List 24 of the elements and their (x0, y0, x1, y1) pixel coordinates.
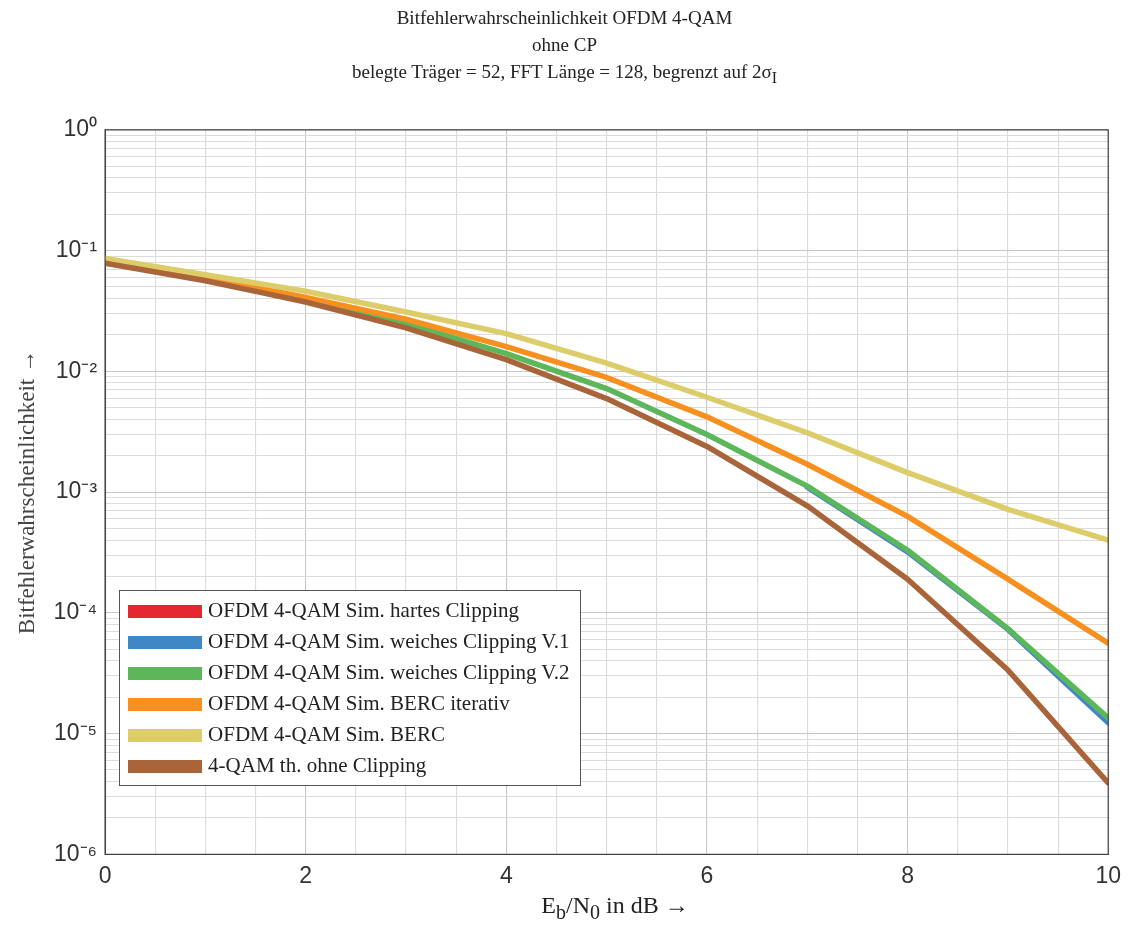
legend-label: OFDM 4-QAM Sim. weiches Clipping V.2 (208, 660, 570, 685)
y-tick-label: 10⁰ (63, 115, 98, 142)
x-tick-label: 6 (700, 861, 714, 888)
y-tick-label: 10⁻⁴ (53, 598, 98, 625)
y-tick-label: 10⁻¹ (55, 235, 98, 262)
y-tick-label: 10⁻³ (55, 477, 98, 504)
y-axis-title: Bitfehlerwahrscheinlichkeit → (13, 349, 39, 635)
legend-label: OFDM 4-QAM Sim. weiches Clipping V.1 (208, 629, 570, 654)
y-tick-label: 10⁻⁵ (53, 718, 98, 745)
chart-subtitle: ohne CP (531, 33, 598, 57)
x-tick-label: 10 (1095, 861, 1122, 888)
text: belegte Träger = 52, FFT Länge = 128, begrenzt auf 2σ$_{I}$ (351, 60, 778, 88)
chart-title: Bitfehlerwahrscheinlichkeit OFDM 4-QAM (395, 6, 734, 30)
legend-label: OFDM 4-QAM Sim. hartes Clipping (208, 598, 519, 623)
y-tick-label: 10⁻² (55, 356, 98, 383)
x-axis-title: E$_{b}$/N$_{0}$ in dB → (540, 892, 690, 924)
legend-label: OFDM 4-QAM Sim. BERC iterativ (208, 691, 510, 716)
legend-label: 4-QAM th. ohne Clipping (208, 753, 427, 778)
x-tick-label: 8 (901, 861, 914, 888)
legend-label: OFDM 4-QAM Sim. BERC (208, 722, 445, 747)
x-tick-label: 4 (499, 861, 513, 888)
y-tick-label: 10⁻⁶ (54, 839, 98, 866)
x-tick-label: 0 (98, 861, 112, 888)
x-tick-label: 2 (299, 861, 313, 888)
